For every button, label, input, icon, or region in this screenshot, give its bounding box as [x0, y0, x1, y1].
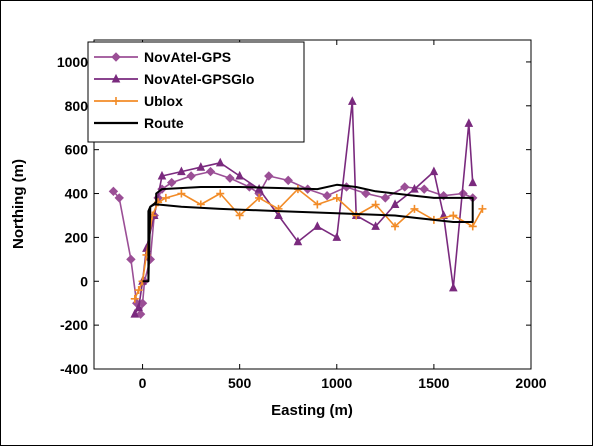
series-novatel-gps [108, 166, 478, 319]
x-tick-label: 0 [139, 375, 147, 391]
x-tick-label: 1000 [321, 375, 352, 391]
data-point [464, 118, 474, 127]
data-point [361, 188, 371, 199]
data-point [134, 302, 143, 312]
legend-marker [112, 97, 120, 105]
data-point [419, 184, 429, 194]
data-point [348, 96, 357, 105]
series-line [134, 188, 484, 300]
legend-marker [111, 73, 121, 83]
data-point [332, 193, 341, 202]
y-tick-label: 1000 [57, 54, 88, 70]
data-point [157, 170, 167, 180]
x-tick-label: 1500 [418, 375, 449, 391]
data-point [177, 189, 186, 198]
data-point [108, 186, 119, 197]
data-point [235, 170, 244, 180]
data-point [391, 222, 400, 231]
data-point [371, 221, 380, 230]
series-route [142, 183, 474, 283]
data-point [449, 211, 458, 220]
data-point [380, 193, 391, 203]
data-point [135, 309, 146, 319]
data-point [254, 184, 264, 193]
data-point [215, 157, 225, 167]
data-point [313, 221, 322, 230]
y-tick-label: 800 [65, 98, 89, 114]
data-point [161, 193, 170, 202]
data-point [429, 166, 439, 176]
series-line [142, 183, 474, 283]
data-point [126, 254, 136, 265]
data-point [274, 210, 283, 219]
y-tick-label: 0 [80, 273, 88, 289]
y-axis-label: Northing (m) [10, 159, 27, 249]
data-point [468, 222, 477, 231]
data-point [134, 286, 143, 295]
legend-entry: Route [144, 115, 184, 131]
legend-marker [111, 52, 121, 62]
data-point [352, 211, 361, 220]
y-tick-label: 600 [65, 142, 89, 158]
legend: NovAtel-GPS NovAtel-GPSGlo Ublox Route [87, 41, 305, 143]
x-tick-label: 2000 [515, 375, 546, 391]
data-point [186, 171, 196, 181]
data-point [166, 177, 177, 188]
data-point [410, 204, 419, 213]
data-point [205, 166, 216, 177]
data-point [478, 204, 487, 213]
data-point [313, 200, 322, 209]
data-point [235, 211, 244, 220]
data-point [390, 199, 400, 208]
data-point [293, 236, 303, 246]
data-point [196, 162, 206, 171]
y-tick-label: 200 [65, 229, 89, 245]
y-tick-label: -400 [60, 361, 88, 377]
y-tick-label: 400 [65, 186, 89, 202]
data-point [255, 193, 264, 202]
data-point [283, 175, 293, 186]
legend-entry: NovAtel-GPS [144, 49, 231, 65]
series-layer [108, 96, 487, 319]
data-point [468, 177, 478, 187]
series-ublox [130, 185, 487, 303]
data-point [410, 184, 419, 193]
data-point [332, 232, 342, 241]
data-point [114, 193, 124, 203]
data-point [264, 171, 274, 181]
legend-entry: NovAtel-GPSGlo [144, 71, 254, 87]
data-point [400, 182, 410, 192]
legend-box [87, 41, 305, 143]
data-point [216, 189, 225, 198]
x-tick-label: 500 [228, 375, 252, 391]
data-point [130, 294, 139, 303]
x-axis-label: Easting (m) [271, 402, 353, 419]
data-point [130, 309, 140, 318]
tick-layer: 0 500 1000 1500 2000 -400 -200 0 200 400 600 800 100… [57, 40, 547, 391]
data-point [177, 166, 186, 176]
y-tick-label: -200 [60, 317, 88, 333]
data-point [322, 191, 332, 201]
data-point [449, 282, 458, 292]
data-point [225, 173, 235, 183]
data-point [371, 200, 380, 209]
legend-entry: Ublox [144, 93, 183, 109]
